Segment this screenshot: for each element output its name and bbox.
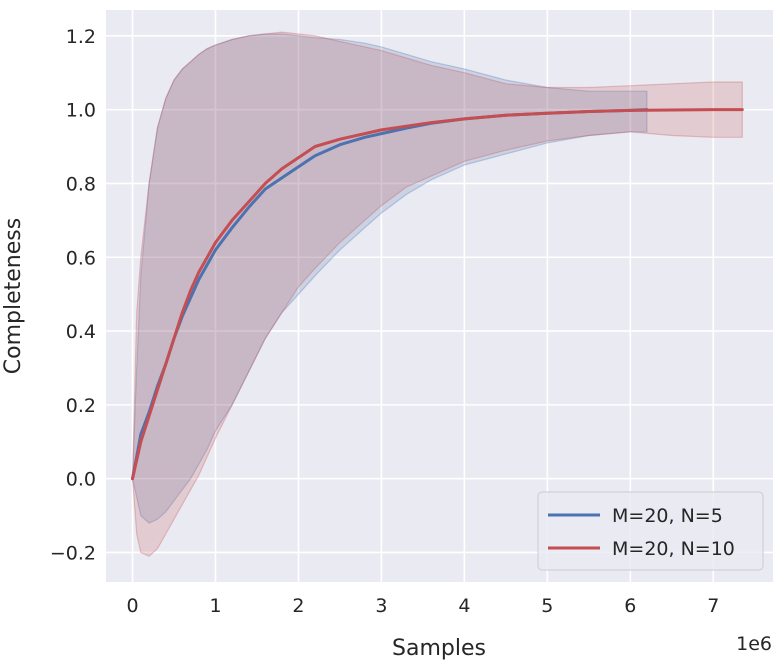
grid-lines (106, 10, 773, 582)
x-tick-label: 5 (541, 595, 553, 617)
x-tick-label: 0 (127, 595, 139, 617)
x-tick-label: 4 (458, 595, 470, 617)
y-tick-label: 0.8 (66, 173, 96, 195)
y-axis-label: Completeness (1, 218, 26, 374)
x-axis-label: Samples (392, 636, 486, 661)
legend-box (537, 491, 764, 571)
x-tick-label: 7 (707, 595, 719, 617)
legend-label-series-0: M=20, N=5 (612, 505, 723, 527)
x-tick-label: 2 (292, 595, 304, 617)
x-axis-ticks: 0 1 2 3 4 5 6 7 (127, 595, 720, 617)
legend: M=20, N=5 M=20, N=10 (537, 491, 764, 571)
y-tick-label: 0.4 (66, 321, 96, 343)
mean-line-series-1 (131, 108, 744, 481)
y-tick-label: 1.0 (66, 100, 96, 122)
legend-label-series-1: M=20, N=10 (612, 538, 735, 560)
x-tick-label: 6 (624, 595, 636, 617)
y-tick-label: 0.0 (66, 469, 96, 491)
x-tick-label: 3 (375, 595, 387, 617)
y-tick-label: −0.2 (50, 542, 96, 564)
series-lines (131, 108, 744, 481)
x-offset-label: 1e6 (736, 633, 772, 655)
y-tick-label: 0.2 (66, 395, 96, 417)
y-tick-label: 1.2 (66, 26, 96, 48)
y-axis-ticks: −0.2 0.0 0.2 0.4 0.6 0.8 1.0 1.2 (50, 26, 96, 565)
y-tick-label: 0.6 (66, 247, 96, 269)
x-tick-label: 1 (209, 595, 221, 617)
plot-background (106, 10, 773, 582)
